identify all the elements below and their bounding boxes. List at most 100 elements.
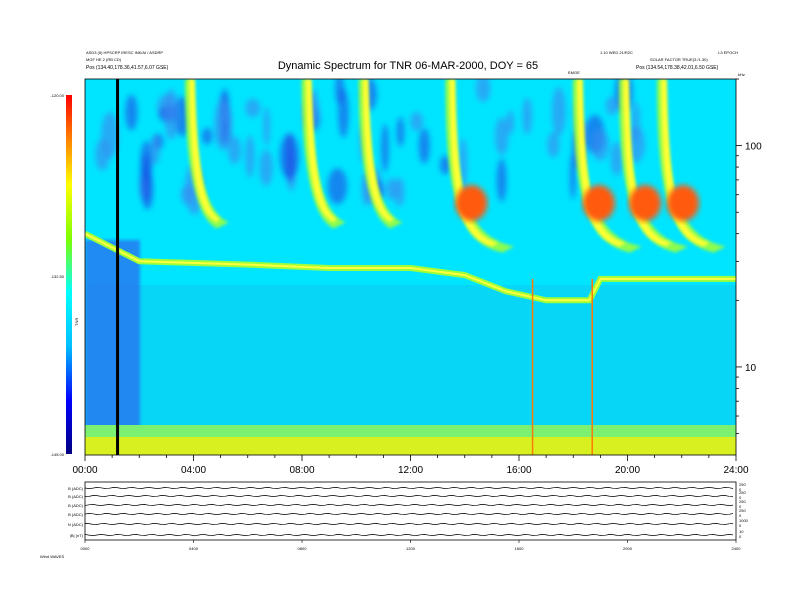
bottom-left-label: B (ADC) [68, 503, 84, 508]
bottom-right-label: 0 [739, 495, 742, 500]
low-freq-band-core [85, 437, 736, 455]
dark-patch [569, 153, 576, 200]
bottom-left-label: B (ADC) [68, 486, 84, 491]
dark-patch [506, 110, 515, 135]
colorbar-tick-mid: -132.50 [50, 274, 64, 279]
bottom-right-label: 0 [739, 534, 742, 539]
chart-title: Dynamic Spectrum for TNR 06-MAR-2000, DO… [278, 60, 538, 72]
header-mid-tag: EMGE [568, 70, 580, 75]
type-iii-bursts [184, 79, 726, 253]
dark-patch [180, 185, 196, 205]
bottom-trace [84, 487, 734, 489]
bottom-right-label: 0 [739, 523, 742, 528]
bottom-x-tick-label: 2000 [623, 546, 633, 551]
header-left-line2: MGF HE 2 (RB CD) [86, 57, 122, 62]
dark-patch [439, 155, 451, 175]
bottom-x-axis: 0000 0400 0800 1200 1600 2000 2400 [81, 540, 741, 551]
burst-outer [184, 79, 229, 229]
header-left-line3: Pos (134.40,178.36,41.57,6.07 GSE) [86, 65, 169, 71]
burst-core [362, 79, 394, 223]
bottom-trace [84, 513, 734, 515]
dark-patch [338, 88, 349, 138]
bottom-traces [84, 487, 734, 536]
bottom-right-label: 250 [739, 482, 746, 487]
dark-patch [605, 96, 618, 116]
x-tick-label: 16:00 [506, 465, 531, 476]
y-tick-label: 100 [745, 142, 762, 153]
burst-hot [666, 185, 699, 222]
dark-patch [522, 97, 533, 135]
dark-patch [396, 116, 405, 147]
dark-patch [610, 141, 623, 176]
dark-patch [259, 149, 273, 187]
bottom-trace [84, 533, 734, 536]
burst-hot [455, 185, 488, 222]
early-dark-block [85, 240, 140, 450]
dark-patch [410, 111, 424, 132]
y-unit-label: kHz [738, 72, 745, 77]
upper-hybrid-core [85, 232, 736, 302]
x-tick-label: 24:00 [723, 465, 748, 476]
dark-patch [496, 158, 507, 202]
dark-patch [150, 134, 161, 165]
bottom-trace [84, 523, 734, 525]
bottom-labels: B (ADC) B (ADC) B (ADC) B (ADC) N (ADC) |B| (… [68, 482, 749, 539]
bottom-right-label: 250 [739, 508, 746, 513]
colorbar-tick-min: -145.00 [50, 452, 64, 457]
dark-patch [381, 123, 389, 173]
dark-patch [475, 79, 491, 103]
spectrum-plot [85, 79, 736, 455]
bottom-panel-frame [84, 481, 737, 541]
burst-hot [582, 185, 615, 222]
dark-patch [214, 100, 233, 151]
bottom-x-tick-label: 0800 [298, 546, 308, 551]
burst-core [305, 79, 337, 223]
bottom-x-tick-label: 1600 [515, 546, 525, 551]
bottom-x-tick-label: 0400 [189, 546, 199, 551]
burst-outer [358, 79, 403, 229]
dark-patch [245, 98, 261, 118]
bottom-right-label: 10 [739, 529, 744, 534]
dark-patch [418, 128, 430, 164]
burst-core [188, 79, 220, 223]
dark-patch [551, 87, 566, 136]
colorbar-tick-max: -120.00 [50, 93, 64, 98]
dark-patch [495, 117, 509, 156]
burst-hot [628, 185, 661, 222]
bottom-panel: B (ADC) B (ADC) B (ADC) B (ADC) N (ADC) |B| (… [40, 481, 749, 559]
colorbar-label: TNR [74, 318, 79, 326]
dark-patch [164, 89, 179, 140]
x-tick-label: 00:00 [72, 465, 97, 476]
dark-patch [279, 133, 300, 179]
bottom-right-label: 0 [739, 513, 742, 518]
vertical-spikes [531, 278, 593, 455]
header-left-line1: ASD3 (5) HPSCRP IRESC INK/AI / ASDRP [86, 50, 163, 55]
header-right-line4: Pos (134.54,178.38,42.01,6.50 GSE) [636, 65, 719, 71]
x-tick-label: 04:00 [181, 465, 206, 476]
lower-region-shade [85, 285, 736, 435]
x-axis: 00:00 04:00 08:00 12:00 16:00 20:00 24:00 [72, 455, 749, 476]
dark-patch [201, 127, 213, 145]
dark-patch [327, 168, 348, 205]
bottom-footer: Wind WAVES [40, 554, 65, 559]
y-axis: 100 10 [736, 78, 762, 434]
bottom-trace [84, 495, 734, 497]
header-right-line1: 1.10 WED 21/R2C [600, 50, 633, 55]
dark-patch [458, 137, 468, 190]
x-tick-label: 20:00 [615, 465, 640, 476]
bottom-x-tick-label: 1200 [406, 546, 416, 551]
dark-patch [227, 136, 242, 165]
dark-patch [245, 135, 255, 178]
x-tick-label: 12:00 [398, 465, 423, 476]
bottom-right-label: 250 [739, 499, 746, 504]
colorbar [66, 95, 72, 454]
dark-patch [125, 94, 138, 131]
y-tick-label: 10 [745, 363, 757, 374]
bottom-left-label: B (ADC) [68, 494, 84, 499]
dark-patch [631, 101, 640, 142]
dark-patch [263, 107, 271, 146]
bottom-left-label: N (ADC) [68, 522, 84, 527]
dark-patch [547, 132, 560, 158]
bottom-left-label: |B| (nT) [70, 533, 84, 538]
